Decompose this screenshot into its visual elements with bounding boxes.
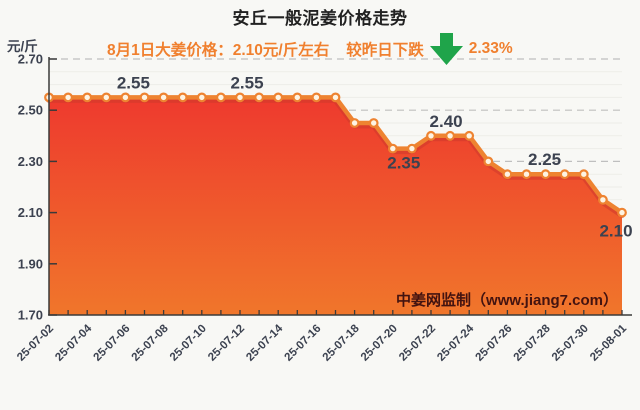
x-axis-label: 25-07-26 [473,323,514,364]
data-point-marker [349,118,360,128]
x-axis-label: 25-07-20 [359,323,400,364]
data-point-marker [464,130,475,141]
x-axis-label: 25-08-01 [588,322,629,363]
data-point-marker [177,92,188,103]
data-point-marker [330,92,341,103]
x-axis-label: 25-07-18 [321,322,362,363]
data-point-marker [311,92,322,103]
data-point-marker [598,194,608,205]
data-point-marker [521,169,532,180]
data-point-marker [445,130,456,141]
x-axis-label: 25-07-10 [168,323,209,364]
data-point-marker [139,92,150,103]
data-point-label: 2.10 [599,222,632,241]
y-axis-label: 2.30 [18,154,43,169]
data-point-marker [387,143,398,154]
x-axis-label: 25-07-30 [550,323,591,364]
data-point-marker [540,169,551,180]
data-point-marker [273,92,284,103]
y-axis-label: 2.10 [18,205,43,220]
x-axis-label: 25-07-16 [282,323,323,364]
data-point-label: 2.35 [387,154,420,173]
data-point-marker [235,92,245,103]
x-axis-label: 25-07-22 [397,323,438,364]
data-point-marker [82,92,93,103]
x-axis-label: 25-07-12 [206,323,247,364]
data-point-label: 2.55 [117,73,150,92]
data-point-marker [63,92,73,103]
x-axis-label: 25-07-08 [130,322,171,363]
watermark-text: 中姜网监制（www.jiang7.com） [396,291,618,309]
data-point-marker [617,207,627,218]
data-point-marker [196,92,207,103]
data-point-marker [215,92,226,103]
data-point-label: 2.55 [230,73,263,92]
data-point-markers [44,92,627,218]
y-axis-ticks: 2.70 2.50 2.30 2.10 1.90 1.70 [18,52,57,323]
data-point-marker [483,156,494,167]
subtitle-change-pct: 2.33% [468,39,513,57]
data-point-label: 2.25 [528,150,561,169]
x-axis-label: 25-07-04 [53,322,94,363]
data-point-marker [502,169,513,180]
down-arrow-icon [429,33,463,70]
data-point-marker [101,92,112,103]
data-point-marker [254,92,265,103]
data-point-marker [407,143,417,154]
page-title: 安丘一般泥姜价格走势 [232,9,408,28]
subtitle-row: 8月1日大姜价格：2.10元/斤左右 较昨日下跌 2.33% [107,30,513,67]
data-point-marker [368,118,379,128]
data-point-marker [292,92,303,103]
x-axis-label: 25-07-14 [244,322,285,363]
y-axis-unit-label: 元/斤 [7,39,38,54]
series-area-fill [49,97,622,316]
y-axis-label: 2.70 [18,52,43,67]
data-point-marker [578,169,589,180]
x-axis-label: 25-07-28 [512,322,553,363]
data-point-label: 2.40 [430,112,463,131]
data-point-marker [120,92,131,103]
data-point-labels: 2.55 2.55 2.35 2.40 2.25 2.10 [117,73,633,240]
data-point-marker [158,92,169,103]
x-axis-label: 25-07-24 [435,322,476,363]
y-axis-label: 2.50 [18,103,43,118]
x-axis-label: 25-07-06 [91,323,132,364]
y-axis-label: 1.90 [18,256,43,271]
y-axis-label: 1.70 [18,308,43,323]
x-axis-label: 25-07-02 [15,323,56,364]
x-axis-ticks: 25-07-0225-07-0425-07-0625-07-0825-07-10… [15,310,630,364]
data-point-marker [559,169,570,180]
subtitle-change-label: 较昨日下跌 [346,41,424,59]
subtitle-price-text: 8月1日大姜价格：2.10元/斤左右 [107,41,330,59]
data-point-marker [426,130,436,141]
